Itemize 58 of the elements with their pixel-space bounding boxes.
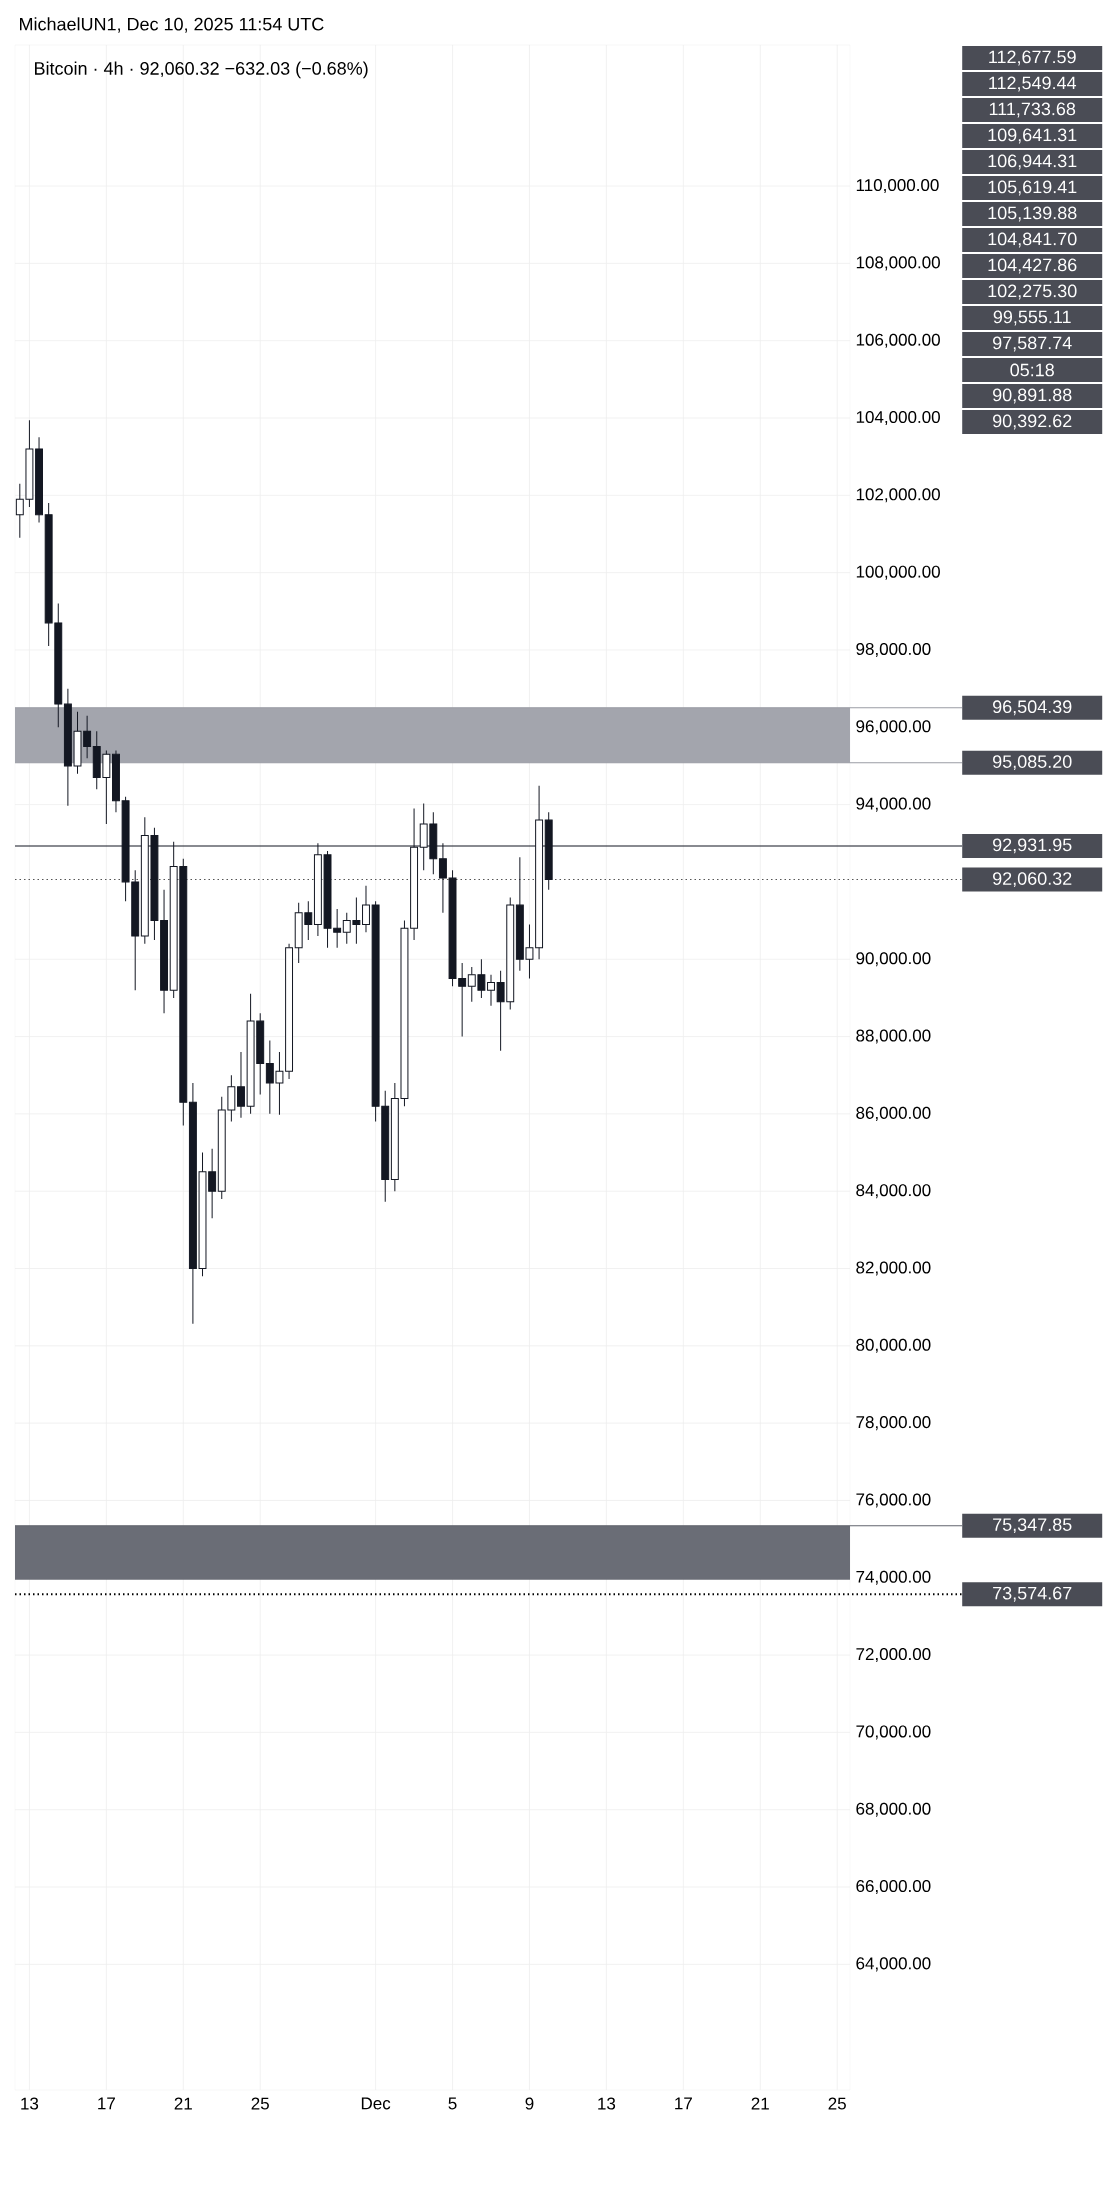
x-tick-label: 17 (98, 2097, 115, 2110)
y-tick-label: 82,000.00 (856, 1261, 931, 1276)
text: 105,139.88 (988, 206, 1077, 222)
y-tick-label: 72,000.00 (856, 1648, 931, 1663)
ref-line-label: 95,085.20 (993, 755, 1072, 771)
y-tick-label: 100,000.00 (856, 565, 940, 580)
text: 105,619.41 (988, 180, 1077, 196)
x-tick-label: 21 (174, 2097, 192, 2110)
y-tick-label: 104,000.00 (856, 410, 940, 426)
y-tick-label: 80,000.00 (856, 1338, 931, 1353)
y-tick-label: 64,000.00 (856, 1957, 931, 1972)
x-tick-label: 21 (751, 2097, 769, 2110)
text: 104,841.70 (988, 232, 1077, 248)
x-tick-label: 25 (828, 2097, 846, 2110)
y-tick-label: 110,000.00 (856, 179, 939, 194)
text: 90,891.88 (993, 388, 1072, 404)
y-tick-label: 90,000.00 (856, 952, 931, 967)
ref-line-label: 92,060.32 (993, 872, 1072, 888)
text: 97,587.74 (993, 336, 1072, 352)
y-tick-label: 74,000.00 (856, 1570, 931, 1585)
y-tick-label: 76,000.00 (856, 1493, 931, 1508)
text: 112,677.59 (989, 50, 1076, 66)
y-tick-label: 78,000.00 (856, 1416, 931, 1431)
y-tick-label: 108,000.00 (856, 256, 940, 271)
candlestick (487, 974, 495, 1007)
y-tick-label: 102,000.00 (856, 488, 940, 503)
y-tick-label: 66,000.00 (856, 1880, 931, 1895)
text: 05:18 (1010, 363, 1054, 377)
text: 111,733.68 (989, 102, 1076, 118)
text: 102,275.30 (988, 284, 1077, 300)
x-tick-label: 13 (598, 2097, 616, 2110)
text: 104,427.86 (988, 258, 1077, 274)
y-tick-label: 86,000.00 (856, 1106, 931, 1121)
ref-line-label: 96,504.39 (993, 700, 1072, 716)
x-tick-label: 5 (448, 2097, 457, 2110)
text: MichaelUN1, Dec 10, 2025 11:54 UTC (20, 17, 324, 33)
x-tick-label: 13 (21, 2097, 39, 2110)
y-tick-label: 88,000.00 (856, 1029, 931, 1044)
x-tick-label: 25 (251, 2097, 269, 2110)
text: 109,641.31 (988, 128, 1077, 144)
y-tick-label: 94,000.00 (856, 797, 931, 812)
text: 106,944.31 (988, 154, 1077, 170)
y-tick-label: 98,000.00 (856, 642, 931, 657)
y-tick-label: 70,000.00 (856, 1725, 931, 1740)
y-tick-label: 96,000.00 (856, 720, 931, 735)
ref-line-label: 75,347.85 (993, 1518, 1072, 1534)
text: 112,549.44 (989, 76, 1077, 92)
text: 99,555.11 (993, 310, 1071, 326)
text: 90,392.62 (993, 414, 1072, 430)
x-tick-label: 9 (525, 2097, 534, 2110)
text: Bitcoin · 4h · 92,060.32 −632.03 (−0.68%) (35, 61, 368, 79)
y-tick-label: 68,000.00 (856, 1802, 931, 1817)
y-tick-label: 84,000.00 (856, 1184, 931, 1199)
x-tick-label: 17 (675, 2097, 692, 2110)
ref-line-label: 92,931.95 (993, 838, 1072, 854)
y-tick-label: 106,000.00 (856, 333, 940, 348)
x-tick-label: Dec (361, 2097, 391, 2110)
ref-line-label: 73,574.67 (993, 1586, 1072, 1602)
